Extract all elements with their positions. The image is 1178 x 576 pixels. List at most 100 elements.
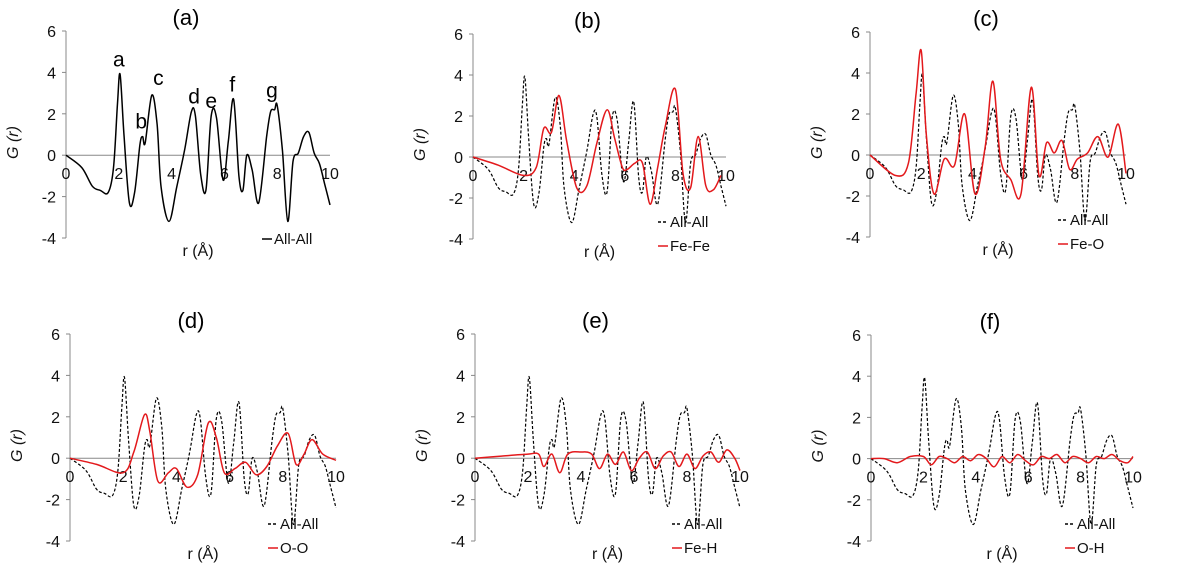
x-tick-label: 8 xyxy=(273,166,282,183)
x-tick-label: 0 xyxy=(866,166,875,183)
peak-label: c xyxy=(153,67,164,90)
legend-label: All-All xyxy=(1070,212,1108,229)
series-line-all-all xyxy=(870,376,1134,526)
x-tick-label: 8 xyxy=(1076,470,1085,487)
y-axis-label: G (r) xyxy=(810,430,827,463)
y-tick-label: 0 xyxy=(851,148,860,165)
y-tick-label: 4 xyxy=(851,66,860,83)
legend-label: Fe-Fe xyxy=(670,238,710,255)
peak-label: d xyxy=(188,86,200,109)
x-tick-label: 4 xyxy=(577,469,586,486)
peak-label: f xyxy=(229,73,235,96)
y-tick-label: -4 xyxy=(451,534,465,551)
series-line-all-all xyxy=(65,72,331,223)
y-tick-label: 0 xyxy=(47,148,56,165)
legend-label: O-H xyxy=(1077,540,1105,557)
legend-label: All-All xyxy=(274,231,312,248)
x-axis-label: r (Å) xyxy=(182,241,213,260)
legend-label: All-All xyxy=(684,516,722,533)
panel-label: (d) xyxy=(178,308,205,333)
x-tick-label: 2 xyxy=(917,166,926,183)
y-tick-label: -4 xyxy=(847,534,861,551)
x-tick-label: 8 xyxy=(1070,166,1079,183)
x-tick-label: 2 xyxy=(919,470,928,487)
x-tick-label: 10 xyxy=(1117,166,1135,183)
series-line-all-all xyxy=(472,75,727,224)
x-tick-label: 8 xyxy=(671,168,680,185)
y-tick-label: 6 xyxy=(454,27,463,44)
y-tick-label: -2 xyxy=(846,189,860,206)
y-tick-label: -2 xyxy=(451,493,465,510)
legend-label: All-All xyxy=(280,516,318,533)
y-tick-label: 2 xyxy=(454,109,463,126)
x-axis-label: r (Å) xyxy=(584,242,615,261)
y-tick-label: -4 xyxy=(846,230,860,247)
y-tick-label: 6 xyxy=(851,25,860,42)
y-tick-label: 4 xyxy=(47,65,56,82)
y-tick-label: 2 xyxy=(456,410,465,427)
y-tick-label: 0 xyxy=(852,452,861,469)
legend-label: All-All xyxy=(670,214,708,231)
y-tick-label: 6 xyxy=(47,24,56,41)
x-tick-label: 2 xyxy=(114,166,123,183)
series-line-fe-h xyxy=(474,449,741,474)
y-tick-label: 6 xyxy=(852,328,861,345)
y-tick-label: 0 xyxy=(51,451,60,468)
y-tick-label: 4 xyxy=(852,369,861,386)
y-tick-label: -2 xyxy=(46,493,60,510)
x-tick-label: 0 xyxy=(62,166,71,183)
y-tick-label: -4 xyxy=(449,232,463,249)
legend-label: Fe-H xyxy=(684,540,717,557)
x-tick-label: 0 xyxy=(471,469,480,486)
y-axis-label: G (r) xyxy=(412,128,429,161)
panel-label: (b) xyxy=(574,8,601,33)
peak-label: g xyxy=(266,80,278,103)
y-tick-label: 0 xyxy=(456,451,465,468)
peak-label: e xyxy=(205,90,217,113)
peak-label: a xyxy=(113,48,125,71)
y-tick-label: 2 xyxy=(51,410,60,427)
series-line-o-o xyxy=(69,413,337,489)
x-tick-label: 0 xyxy=(867,470,876,487)
x-tick-label: 0 xyxy=(469,168,478,185)
x-tick-label: 2 xyxy=(519,168,528,185)
y-tick-label: 2 xyxy=(47,107,56,124)
y-axis-label: G (r) xyxy=(414,429,431,462)
x-tick-label: 4 xyxy=(167,166,176,183)
x-tick-label: 2 xyxy=(119,469,128,486)
legend-label: Fe-O xyxy=(1070,236,1104,253)
panel-label: (a) xyxy=(173,5,200,30)
x-axis-label: r (Å) xyxy=(187,544,218,563)
x-tick-label: 0 xyxy=(66,469,75,486)
panel-label: (f) xyxy=(980,309,1001,334)
legend-label: O-O xyxy=(280,540,308,557)
legend-label: All-All xyxy=(1077,516,1115,533)
y-axis-label: G (r) xyxy=(809,126,826,159)
y-tick-label: -2 xyxy=(847,493,861,510)
x-tick-label: 4 xyxy=(172,469,181,486)
y-tick-label: 4 xyxy=(51,368,60,385)
series-line-all-all xyxy=(474,375,741,526)
y-tick-label: -2 xyxy=(42,190,56,207)
x-tick-label: 4 xyxy=(971,470,980,487)
y-tick-label: -2 xyxy=(449,191,463,208)
x-tick-label: 2 xyxy=(524,469,533,486)
y-axis-label: G (r) xyxy=(9,429,26,462)
y-tick-label: -4 xyxy=(46,534,60,551)
x-tick-label: 10 xyxy=(1124,470,1142,487)
series-line-fe-fe xyxy=(472,87,722,205)
x-tick-label: 10 xyxy=(717,168,735,185)
x-tick-label: 8 xyxy=(683,469,692,486)
series-line-all-all xyxy=(869,73,1127,222)
y-tick-label: 6 xyxy=(456,327,465,344)
x-tick-label: 10 xyxy=(731,469,749,486)
peak-label: b xyxy=(135,111,147,134)
y-tick-label: 2 xyxy=(851,107,860,124)
y-tick-label: 4 xyxy=(456,368,465,385)
x-axis-label: r (Å) xyxy=(986,544,1017,563)
